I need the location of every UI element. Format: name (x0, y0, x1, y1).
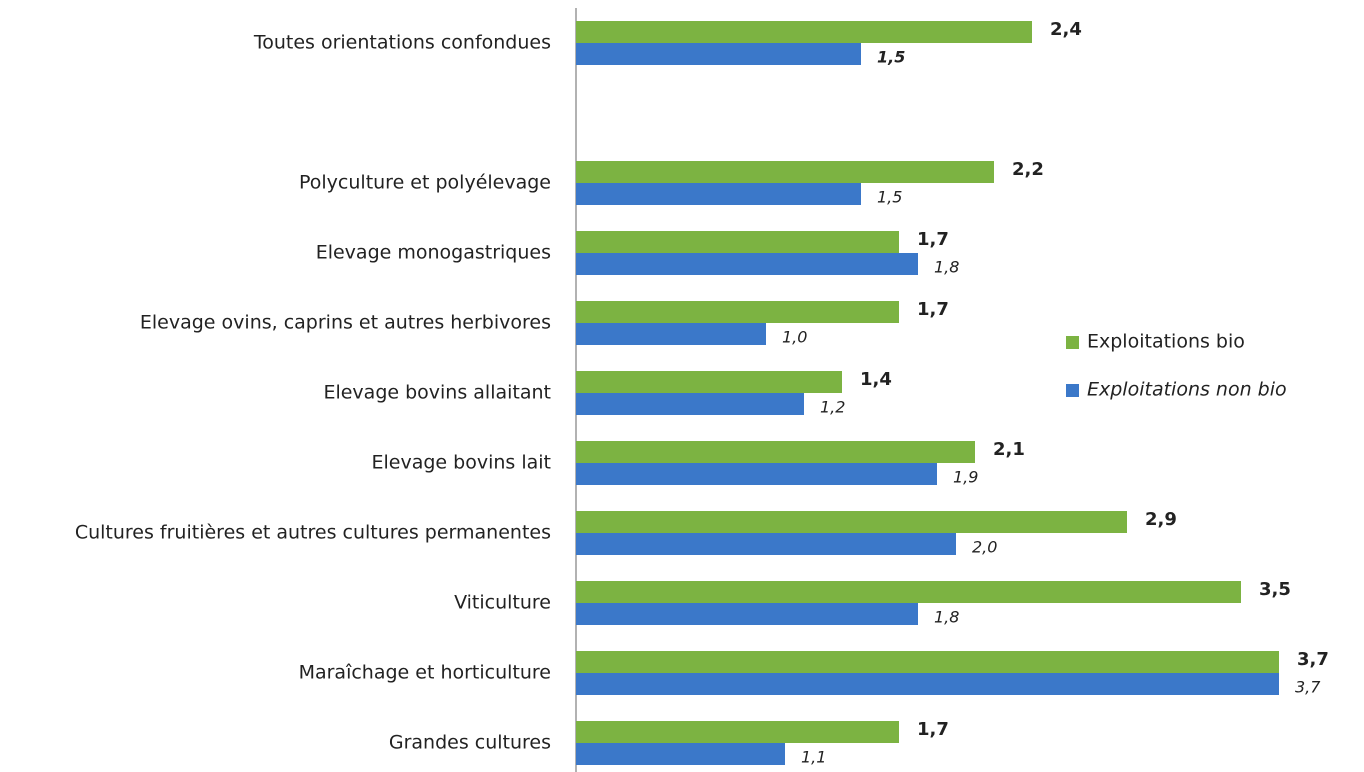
category-label: Maraîchage et horticulture (299, 662, 551, 684)
bar (576, 581, 1241, 603)
bar (576, 301, 899, 323)
bar (576, 183, 861, 205)
category-label: Grandes cultures (389, 732, 551, 754)
bar (576, 651, 1279, 673)
bar (576, 393, 804, 415)
bar (576, 161, 994, 183)
value-label: 1,4 (860, 369, 892, 390)
value-label: 2,4 (1050, 19, 1082, 40)
category-label: Elevage ovins, caprins et autres herbivo… (140, 312, 551, 334)
bar (576, 231, 899, 253)
value-label: 1,9 (953, 468, 978, 487)
category-label: Viticulture (454, 592, 551, 614)
category-label: Elevage bovins lait (372, 452, 552, 474)
bar (576, 323, 766, 345)
bar (576, 533, 956, 555)
bar (576, 603, 918, 625)
value-label: 1,0 (782, 328, 807, 347)
bar (576, 721, 899, 743)
bar (576, 253, 918, 275)
legend-swatch (1066, 384, 1079, 397)
value-label: 1,8 (934, 608, 959, 627)
bar (576, 743, 785, 765)
category-label: Elevage bovins allaitant (323, 382, 551, 404)
bar (576, 511, 1127, 533)
bar (576, 371, 842, 393)
value-label: 3,5 (1259, 579, 1291, 600)
value-label: 1,7 (917, 229, 949, 250)
bar (576, 441, 975, 463)
value-label: 1,7 (917, 719, 949, 740)
value-label: 2,1 (993, 439, 1025, 460)
category-label: Elevage monogastriques (316, 242, 551, 264)
value-label: 1,8 (934, 258, 959, 277)
legend-label: Exploitations non bio (1087, 379, 1287, 401)
value-label: 2,2 (1012, 159, 1044, 180)
legend-label: Exploitations bio (1087, 331, 1245, 353)
value-label: 3,7 (1295, 678, 1321, 697)
value-label: 3,7 (1297, 649, 1329, 670)
bar (576, 463, 937, 485)
value-label: 1,5 (877, 188, 902, 207)
value-label: 2,0 (972, 538, 997, 557)
bar (576, 673, 1279, 695)
value-label: 1,1 (801, 748, 826, 767)
value-label: 2,9 (1145, 509, 1177, 530)
value-label: 1,7 (917, 299, 949, 320)
value-label: 1,2 (820, 398, 845, 417)
bar (576, 21, 1032, 43)
bar (576, 43, 861, 65)
category-label: Polyculture et polyélevage (299, 172, 551, 194)
category-label: Cultures fruitières et autres cultures p… (75, 522, 551, 544)
legend-swatch (1066, 336, 1079, 349)
category-label: Toutes orientations confondues (253, 32, 551, 54)
value-label: 1,5 (877, 48, 905, 67)
